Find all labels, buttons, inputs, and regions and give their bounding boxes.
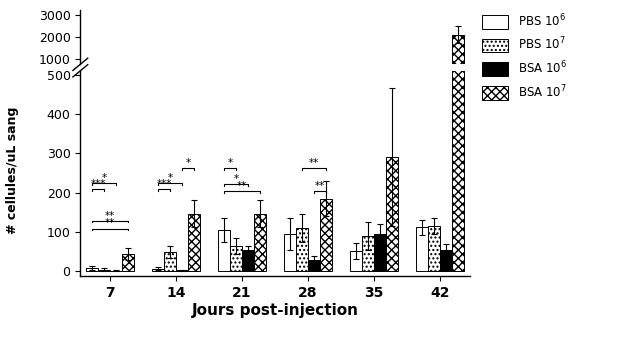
Bar	[374, 79, 386, 81]
Bar	[230, 246, 242, 271]
Text: **: **	[315, 181, 325, 191]
Bar	[350, 80, 362, 81]
X-axis label: Jours post-injection: Jours post-injection	[192, 303, 358, 318]
Bar	[254, 78, 266, 81]
Bar	[188, 213, 200, 271]
Bar	[374, 234, 386, 271]
Bar	[428, 78, 440, 81]
Text: ***: ***	[90, 179, 106, 189]
Bar	[296, 228, 308, 271]
Bar	[320, 77, 332, 81]
Bar	[188, 78, 200, 81]
Bar	[350, 251, 362, 271]
Bar	[386, 157, 398, 271]
Bar	[452, 0, 464, 271]
Bar	[254, 213, 266, 271]
Bar	[452, 34, 464, 81]
Text: # cellules/uL sang: # cellules/uL sang	[6, 107, 19, 234]
Bar	[417, 78, 428, 81]
Bar	[428, 226, 440, 271]
Text: *: *	[101, 173, 107, 183]
Bar	[152, 269, 164, 271]
Text: ***: ***	[156, 179, 172, 189]
Bar	[308, 80, 320, 81]
Text: *: *	[185, 158, 190, 168]
Bar	[440, 80, 452, 81]
Text: *: *	[167, 173, 172, 183]
Bar	[284, 79, 296, 81]
Text: **: **	[105, 218, 115, 228]
Text: *: *	[227, 158, 233, 168]
Bar	[308, 260, 320, 271]
Bar	[122, 80, 133, 81]
Bar	[230, 79, 242, 81]
Bar	[176, 270, 188, 271]
Bar	[296, 78, 308, 81]
Bar	[242, 80, 254, 81]
Bar	[164, 252, 176, 271]
Bar	[362, 79, 374, 81]
Bar	[98, 269, 110, 271]
Bar	[362, 236, 374, 271]
Legend: PBS 10$^6$, PBS 10$^7$, BSA 10$^6$, BSA 10$^7$: PBS 10$^6$, PBS 10$^7$, BSA 10$^6$, BSA …	[478, 8, 572, 105]
Bar	[242, 250, 254, 271]
Bar	[122, 254, 133, 271]
Text: **: **	[105, 210, 115, 221]
Text: **: **	[309, 158, 319, 168]
Bar	[417, 227, 428, 271]
Text: **: **	[237, 181, 247, 191]
Bar	[284, 234, 296, 271]
Text: *: *	[234, 174, 239, 184]
Bar	[386, 74, 398, 81]
Bar	[218, 230, 230, 271]
Bar	[320, 199, 332, 271]
Bar	[87, 268, 98, 271]
Bar	[164, 80, 176, 81]
Bar	[218, 78, 230, 81]
Bar	[440, 250, 452, 271]
